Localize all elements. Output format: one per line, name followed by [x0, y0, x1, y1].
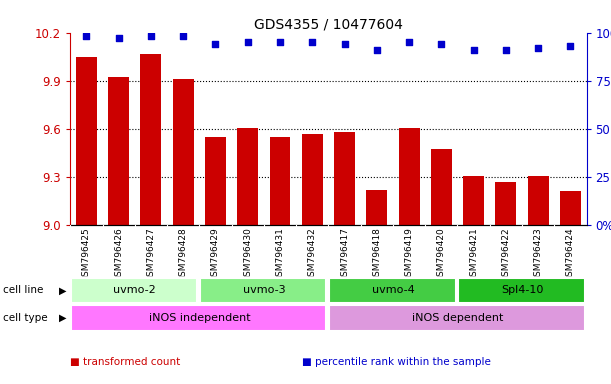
Text: ■ percentile rank within the sample: ■ percentile rank within the sample	[302, 358, 491, 367]
Text: GSM796417: GSM796417	[340, 227, 349, 282]
Text: ▶: ▶	[59, 313, 66, 323]
Bar	[302, 134, 323, 225]
Bar	[560, 191, 581, 225]
Bar	[108, 77, 129, 225]
Bar	[496, 182, 516, 225]
Text: GSM796430: GSM796430	[243, 227, 252, 282]
Text: GSM796422: GSM796422	[502, 227, 510, 282]
Bar	[237, 128, 258, 225]
Point	[404, 39, 414, 45]
FancyBboxPatch shape	[458, 278, 585, 303]
Bar	[334, 132, 355, 225]
FancyBboxPatch shape	[200, 278, 326, 303]
Text: GSM796425: GSM796425	[82, 227, 91, 282]
Bar	[431, 149, 452, 225]
FancyBboxPatch shape	[329, 278, 456, 303]
Point	[81, 33, 91, 40]
Bar	[463, 176, 484, 225]
Point	[146, 33, 156, 40]
Text: GSM796432: GSM796432	[308, 227, 316, 282]
Text: iNOS dependent: iNOS dependent	[412, 313, 503, 323]
FancyBboxPatch shape	[71, 278, 197, 303]
Text: uvmo-4: uvmo-4	[371, 285, 414, 295]
FancyBboxPatch shape	[71, 305, 326, 331]
Bar	[205, 137, 226, 225]
Text: Spl4-10: Spl4-10	[501, 285, 543, 295]
Bar	[173, 79, 194, 225]
Text: GSM796428: GSM796428	[178, 227, 188, 282]
Point	[178, 33, 188, 40]
Text: cell line: cell line	[3, 285, 43, 295]
Point	[501, 47, 511, 53]
Point	[243, 39, 252, 45]
Bar	[141, 54, 161, 225]
Bar	[367, 190, 387, 225]
Point	[436, 41, 446, 47]
Text: GSM796431: GSM796431	[276, 227, 285, 282]
Text: uvmo-2: uvmo-2	[114, 285, 156, 295]
Point	[566, 43, 576, 49]
Text: GSM796423: GSM796423	[533, 227, 543, 282]
Bar	[398, 128, 420, 225]
Text: GSM796427: GSM796427	[147, 227, 155, 282]
Text: iNOS independent: iNOS independent	[148, 313, 250, 323]
Text: GSM796418: GSM796418	[372, 227, 381, 282]
Point	[469, 47, 478, 53]
Point	[372, 47, 382, 53]
FancyBboxPatch shape	[329, 305, 585, 331]
Bar	[528, 176, 549, 225]
Text: GSM796419: GSM796419	[404, 227, 414, 282]
Text: ▶: ▶	[59, 285, 66, 295]
Point	[307, 39, 317, 45]
Point	[275, 39, 285, 45]
Point	[533, 45, 543, 51]
Point	[114, 35, 123, 41]
Title: GDS4355 / 10477604: GDS4355 / 10477604	[254, 18, 403, 31]
Bar	[76, 57, 97, 225]
Bar	[269, 137, 290, 225]
Text: GSM796426: GSM796426	[114, 227, 123, 282]
Text: cell type: cell type	[3, 313, 48, 323]
Text: GSM796421: GSM796421	[469, 227, 478, 282]
Text: GSM796429: GSM796429	[211, 227, 220, 282]
Text: ■ transformed count: ■ transformed count	[70, 358, 180, 367]
Point	[211, 41, 221, 47]
Point	[340, 41, 349, 47]
Text: GSM796420: GSM796420	[437, 227, 446, 282]
Text: GSM796424: GSM796424	[566, 227, 575, 282]
Text: uvmo-3: uvmo-3	[243, 285, 285, 295]
